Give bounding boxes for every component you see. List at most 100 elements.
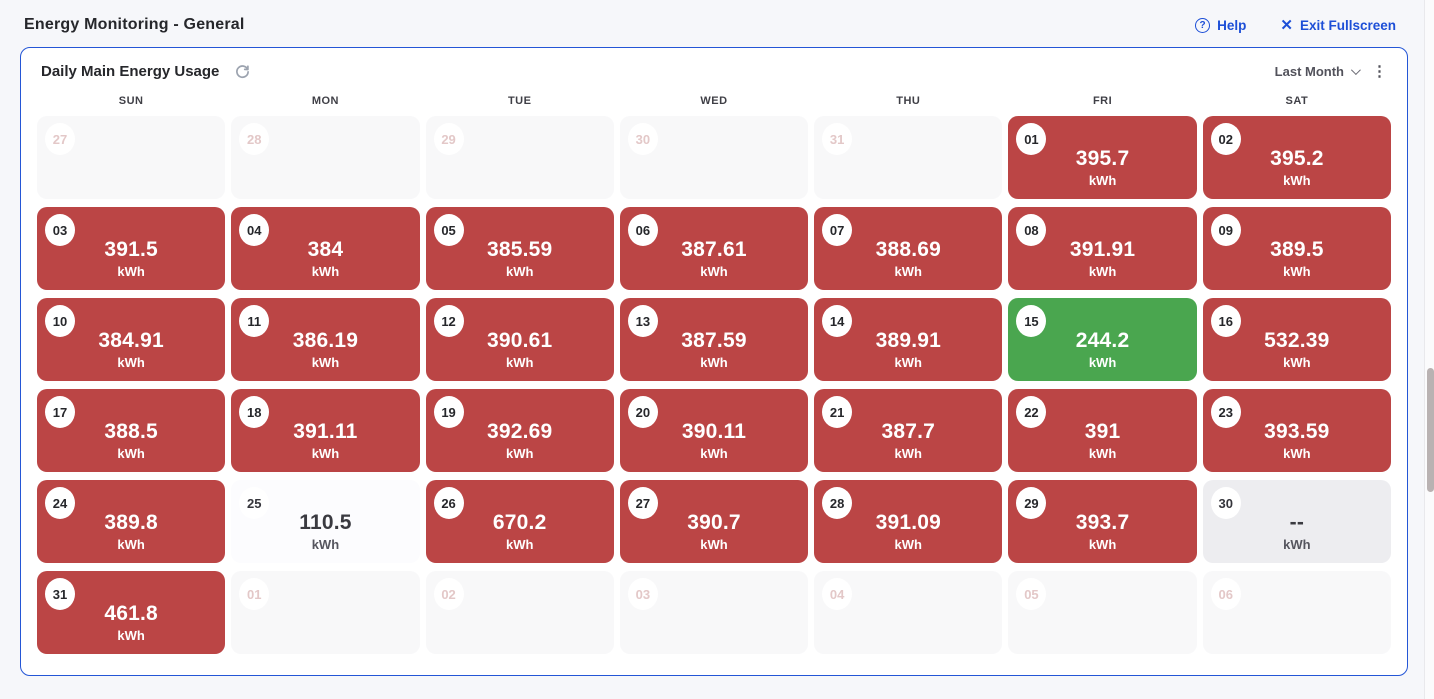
cell-unit: kWh	[894, 355, 922, 370]
calendar-day-cell[interactable]: 23 393.59 kWh	[1202, 389, 1391, 472]
day-number: 30	[627, 123, 658, 155]
cell-value-wrap: 393.7 kWh	[1008, 511, 1196, 552]
weekday-label: THU	[896, 95, 921, 107]
cell-value: 244.2	[1075, 329, 1130, 352]
card-header: Daily Main Energy Usage Last Month ⋮	[35, 60, 1393, 81]
cell-value-wrap: 389.91 kWh	[814, 329, 1002, 370]
cell-unit: kWh	[894, 446, 922, 461]
cell-value: 387.61	[681, 238, 747, 261]
cell-value: 388.69	[875, 238, 941, 261]
cell-unit: kWh	[1088, 446, 1117, 461]
kebab-menu-icon[interactable]: ⋮	[1372, 63, 1387, 80]
daily-energy-usage-card: Daily Main Energy Usage Last Month ⋮ SUN…	[20, 47, 1408, 676]
calendar-day-cell[interactable]: 27 390.7 kWh	[619, 480, 809, 563]
calendar-day-cell[interactable]: 05 385.59 kWh	[425, 207, 614, 290]
cell-unit: kWh	[1088, 173, 1117, 188]
cell-value: 387.7	[881, 420, 936, 443]
calendar-day-cell[interactable]: 18 391.11 kWh	[231, 389, 420, 472]
calendar-day-cell[interactable]: 09 389.5 kWh	[1202, 207, 1391, 290]
cell-unit: kWh	[894, 264, 922, 279]
exit-fullscreen-button[interactable]: ✕ Exit Fullscreen	[1280, 18, 1396, 33]
calendar-day-cell[interactable]: 30 -- kWh	[1202, 480, 1391, 563]
page-scrollbar-thumb[interactable]	[1426, 368, 1434, 492]
cell-value: 670.2	[492, 511, 547, 534]
cell-value: 391.5	[104, 238, 158, 261]
cell-value: 391.11	[293, 420, 358, 443]
cell-value-wrap: 110.5 kWh	[231, 511, 419, 552]
cell-unit: kWh	[894, 537, 922, 552]
cell-value-wrap: 391.09 kWh	[814, 511, 1002, 552]
cell-unit: kWh	[505, 264, 534, 279]
day-number: 20	[627, 396, 658, 428]
cell-value-wrap	[1203, 602, 1391, 604]
cell-value-wrap: 391 kWh	[1008, 420, 1196, 461]
day-number: 29	[1016, 487, 1047, 519]
calendar-day-cell[interactable]: 12 390.61 kWh	[425, 298, 614, 381]
calendar-day-cell[interactable]: 04 384 kWh	[231, 207, 420, 290]
day-number: 28	[239, 123, 270, 155]
weekday-label: FRI	[1092, 95, 1113, 107]
day-number: 31	[822, 123, 853, 155]
cell-value: 395.7	[1075, 147, 1130, 170]
calendar-day-cell[interactable]: 20 390.11 kWh	[619, 389, 809, 472]
weekday-label: WED	[700, 95, 728, 107]
calendar-day-cell[interactable]: 02 395.2 kWh	[1202, 116, 1391, 199]
calendar-day-cell[interactable]: 25 110.5 kWh	[231, 480, 420, 563]
cell-unit: kWh	[1088, 264, 1117, 279]
cell-value: 390.61	[486, 329, 553, 352]
cell-value-wrap	[1008, 602, 1196, 604]
calendar-day-cell[interactable]: 21 387.7 kWh	[814, 389, 1003, 472]
day-number: 09	[1210, 214, 1241, 246]
calendar-day-cell[interactable]: 01 395.7 kWh	[1008, 116, 1197, 199]
day-number: 04	[822, 578, 853, 610]
day-number: 27	[45, 123, 75, 155]
calendar-day-cell[interactable]: 22 391 kWh	[1008, 389, 1197, 472]
cell-value: 393.59	[1264, 420, 1330, 443]
calendar-day-cell[interactable]: 24 389.8 kWh	[37, 480, 226, 563]
day-number: 02	[433, 578, 464, 610]
calendar-day-cell[interactable]: 08 391.91 kWh	[1008, 207, 1197, 290]
calendar-day-cell: 30	[619, 116, 809, 199]
close-icon: ✕	[1280, 16, 1293, 34]
cell-value-wrap: 244.2 kWh	[1008, 329, 1196, 370]
cell-value: 388.5	[104, 420, 158, 443]
period-selector-dropdown[interactable]: Last Month	[1275, 64, 1361, 79]
calendar-day-cell[interactable]: 07 388.69 kWh	[814, 207, 1003, 290]
calendar-day-cell[interactable]: 15 244.2 kWh	[1008, 298, 1197, 381]
calendar-day-cell[interactable]: 10 384.91 kWh	[37, 298, 226, 381]
day-number: 29	[433, 123, 464, 155]
calendar-day-cell[interactable]: 14 389.91 kWh	[814, 298, 1003, 381]
cell-value-wrap: 532.39 kWh	[1203, 329, 1391, 370]
calendar-day-cell[interactable]: 28 391.09 kWh	[814, 480, 1003, 563]
cell-value: 386.19	[292, 329, 359, 352]
cell-value-wrap: 388.5 kWh	[37, 420, 225, 461]
calendar-day-cell: 06	[1202, 571, 1391, 654]
cell-value-wrap: 387.61 kWh	[620, 238, 808, 279]
refresh-icon[interactable]	[234, 63, 251, 80]
day-number: 02	[1210, 123, 1241, 155]
cell-value: 389.91	[875, 329, 941, 352]
calendar-day-cell[interactable]: 17 388.5 kWh	[37, 389, 226, 472]
calendar-day-cell[interactable]: 11 386.19 kWh	[231, 298, 420, 381]
exit-fullscreen-label: Exit Fullscreen	[1299, 17, 1396, 33]
calendar-day-cell[interactable]: 03 391.5 kWh	[37, 207, 226, 290]
cell-value-wrap	[231, 602, 419, 604]
cell-unit: kWh	[117, 537, 145, 552]
calendar-day-cell[interactable]: 16 532.39 kWh	[1202, 298, 1391, 381]
cell-value-wrap: 389.8 kWh	[37, 511, 225, 552]
day-number: 10	[45, 305, 75, 337]
help-button[interactable]: ? Help	[1195, 17, 1246, 33]
card-header-right: Last Month ⋮	[1275, 62, 1389, 80]
calendar-day-cell[interactable]: 19 392.69 kWh	[425, 389, 614, 472]
day-number: 08	[1016, 214, 1047, 246]
day-number: 17	[45, 396, 75, 428]
calendar-day-cell[interactable]: 29 393.7 kWh	[1008, 480, 1197, 563]
calendar-day-cell[interactable]: 13 387.59 kWh	[619, 298, 809, 381]
calendar-day-cell: 31	[814, 116, 1003, 199]
calendar-day-cell[interactable]: 31 461.8 kWh	[37, 571, 226, 654]
cell-value-wrap: 391.5 kWh	[37, 238, 225, 279]
calendar-day-cell[interactable]: 26 670.2 kWh	[425, 480, 614, 563]
cell-unit: kWh	[700, 446, 728, 461]
calendar-day-cell[interactable]: 06 387.61 kWh	[619, 207, 809, 290]
cell-unit: kWh	[505, 355, 534, 370]
